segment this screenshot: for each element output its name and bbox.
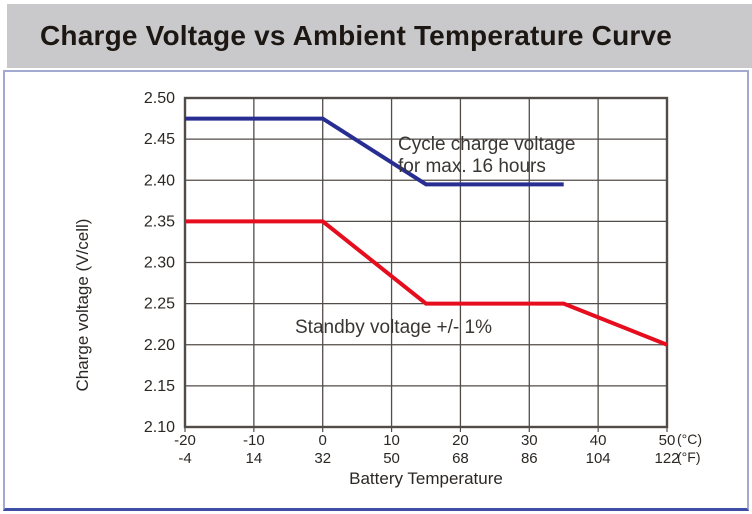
- svg-text:2.50: 2.50: [144, 90, 175, 107]
- cycle-charge-annotation: Cycle charge voltage for max. 16 hours: [398, 134, 575, 178]
- svg-text:2.35: 2.35: [144, 213, 175, 230]
- y-tick-labels: 2.50 2.45 2.40 2.35 2.30 2.25 2.20 2.15 2.10: [144, 90, 175, 436]
- cycle-charge-voltage-line: [185, 116, 564, 187]
- title-band: Charge Voltage vs Ambient Temperature Cu…: [7, 4, 752, 68]
- svg-text:2.40: 2.40: [144, 172, 175, 189]
- svg-text:50: 50: [383, 450, 400, 467]
- page-title: Charge Voltage vs Ambient Temperature Cu…: [40, 20, 673, 51]
- svg-text:2.20: 2.20: [144, 337, 175, 354]
- chart-plot: 2.502.452.402.352.302.252.202.152.10-20-…: [144, 90, 702, 467]
- svg-text:40: 40: [590, 432, 607, 449]
- cycle-charge-annotation-line2: for max. 16 hours: [398, 156, 546, 177]
- svg-text:2.25: 2.25: [144, 296, 175, 313]
- x-axis-ticks: [184, 427, 668, 432]
- svg-text:14: 14: [246, 450, 263, 467]
- svg-text:104: 104: [586, 450, 611, 467]
- svg-text:2.10: 2.10: [144, 419, 175, 436]
- svg-text:86: 86: [521, 450, 538, 467]
- svg-text:-4: -4: [178, 450, 191, 467]
- y-axis-title: Charge voltage (V/cell): [73, 218, 92, 392]
- x-tick-labels-fahrenheit: -4 14 32 50 68 86 104 122: [178, 450, 679, 467]
- svg-text:122: 122: [654, 450, 679, 467]
- plot-border: [183, 96, 669, 429]
- svg-text:50: 50: [659, 432, 676, 449]
- chart-panel: 2.50 2.45 2.40 2.35 2.30 2.25 2.20 2.15 2.10 -20-…: [3, 70, 749, 511]
- x-tick-labels-celsius: -20 -10 0 10 20 30 40 50: [174, 432, 675, 449]
- svg-text:-10: -10: [243, 432, 265, 449]
- svg-text:20: 20: [452, 432, 469, 449]
- svg-text:0: 0: [319, 432, 327, 449]
- svg-text:32: 32: [314, 450, 331, 467]
- celsius-unit-label: (°C): [677, 431, 702, 447]
- standby-voltage-annotation: Standby voltage +/- 1%: [295, 317, 492, 338]
- standby-voltage-line: [185, 219, 668, 347]
- svg-text:2.15: 2.15: [144, 378, 175, 395]
- svg-text:68: 68: [452, 450, 469, 467]
- svg-text:30: 30: [521, 432, 538, 449]
- svg-text:2.30: 2.30: [144, 255, 175, 272]
- cycle-charge-annotation-line1: Cycle charge voltage: [398, 134, 576, 155]
- fahrenheit-unit-label: (°F): [677, 449, 700, 465]
- svg-text:-20: -20: [174, 432, 196, 449]
- x-axis-title: Battery Temperature: [349, 469, 503, 488]
- svg-text:2.45: 2.45: [144, 131, 175, 148]
- svg-text:10: 10: [383, 432, 400, 449]
